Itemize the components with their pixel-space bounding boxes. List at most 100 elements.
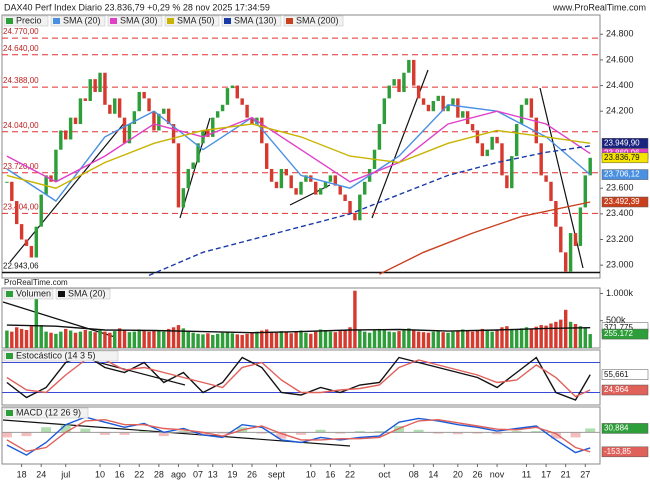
candle [274, 181, 279, 189]
x-tick-label: 19 [227, 469, 237, 479]
series-line [379, 201, 591, 275]
volume-bar [573, 324, 578, 348]
histogram-bar [472, 432, 483, 434]
volume-bar [191, 332, 195, 348]
y-tick-label: 24.200 [606, 106, 634, 116]
volume-bar [274, 332, 279, 348]
volume-bar [127, 332, 132, 348]
candle [407, 59, 411, 73]
candle [412, 59, 416, 86]
trend-line [2, 301, 116, 338]
volume-bar [108, 332, 112, 348]
volume-bar [343, 330, 347, 348]
volume-bar [392, 332, 396, 348]
candle [519, 104, 524, 125]
volume-bar [500, 327, 504, 348]
x-tick-label: 10 [306, 469, 316, 479]
candle [421, 98, 426, 105]
candle [54, 149, 58, 182]
volume-bar [358, 330, 362, 348]
x-tick-label: ago [171, 469, 186, 479]
value-marker [601, 446, 649, 458]
volume-bar [137, 329, 141, 348]
value-marker [601, 169, 649, 180]
legend-swatch [6, 291, 13, 297]
candle [563, 252, 568, 272]
legend-box [164, 15, 220, 27]
candle [147, 98, 151, 112]
value-marker [601, 138, 649, 149]
candle [98, 72, 102, 92]
histogram-bar [139, 431, 150, 433]
level-label: 24.388,00 [3, 76, 39, 85]
candle [353, 213, 357, 221]
x-tick-label: sept [268, 469, 286, 479]
level-label: 24.640,00 [3, 44, 39, 53]
candle [426, 104, 431, 112]
volume-bar [397, 331, 401, 348]
x-tick-label: 21 [561, 469, 571, 479]
legend-label: Volumen [16, 288, 51, 298]
value-marker-label: 24,964 [604, 385, 629, 394]
value-marker-label: 23.836,79 [604, 153, 640, 162]
volume-bar [54, 333, 58, 348]
legend-box [283, 15, 344, 27]
x-tick-label: jul [60, 469, 70, 479]
candle [264, 143, 269, 169]
value-marker-label: 255.172 [604, 329, 633, 338]
volume-bar [524, 327, 529, 348]
x-tick-label: 28 [154, 469, 164, 479]
x-tick-label: oct [378, 469, 391, 479]
legend-label: Estocástico (14 3 5) [16, 350, 96, 360]
volume-bar [568, 321, 573, 348]
candle [171, 124, 176, 144]
candle [88, 79, 92, 101]
histogram-bar [21, 432, 32, 437]
volume-bar [309, 333, 313, 348]
volume-bar [122, 330, 127, 348]
volume-bar [88, 331, 92, 348]
x-tick-label: 16 [325, 469, 335, 479]
y-tick-label: 24.400 [606, 80, 634, 90]
candle [348, 201, 352, 214]
y-tick-label: 23.200 [606, 234, 634, 244]
candle [176, 143, 181, 208]
volume-bar [539, 325, 543, 348]
legend-label: SMA (20) [68, 288, 106, 298]
volume-bar [485, 330, 489, 348]
candle [240, 98, 244, 105]
candle [142, 91, 146, 99]
candle [29, 245, 34, 258]
watermark: ProRealTime.com [4, 278, 68, 287]
candle [191, 162, 195, 169]
volume-bar [510, 328, 514, 348]
volume-bar [377, 328, 382, 348]
level-label: 23.404,00 [3, 202, 39, 211]
candle [93, 79, 97, 92]
value-marker [601, 369, 649, 380]
candle [181, 188, 186, 208]
legend-swatch [53, 18, 60, 24]
candle [382, 98, 387, 125]
panel-frame [1, 14, 601, 279]
value-marker [601, 196, 649, 208]
legend-swatch [224, 18, 231, 24]
histogram-bar [276, 432, 287, 439]
candle [524, 98, 529, 105]
volume-bar [490, 331, 494, 348]
legend-label: SMA (50) [177, 15, 215, 25]
volume-bar [402, 329, 406, 348]
volume-bar [461, 329, 465, 348]
y-tick-label: 24.600 [606, 54, 634, 64]
candle [573, 233, 578, 246]
volume-bar [186, 331, 190, 348]
candle [59, 130, 63, 150]
candle [5, 181, 9, 183]
volume-bar [416, 331, 421, 348]
candle [505, 175, 509, 189]
value-marker [601, 152, 649, 164]
legend-box [107, 15, 163, 27]
candle [485, 149, 489, 157]
volume-bar [279, 331, 284, 348]
candle [230, 85, 235, 89]
